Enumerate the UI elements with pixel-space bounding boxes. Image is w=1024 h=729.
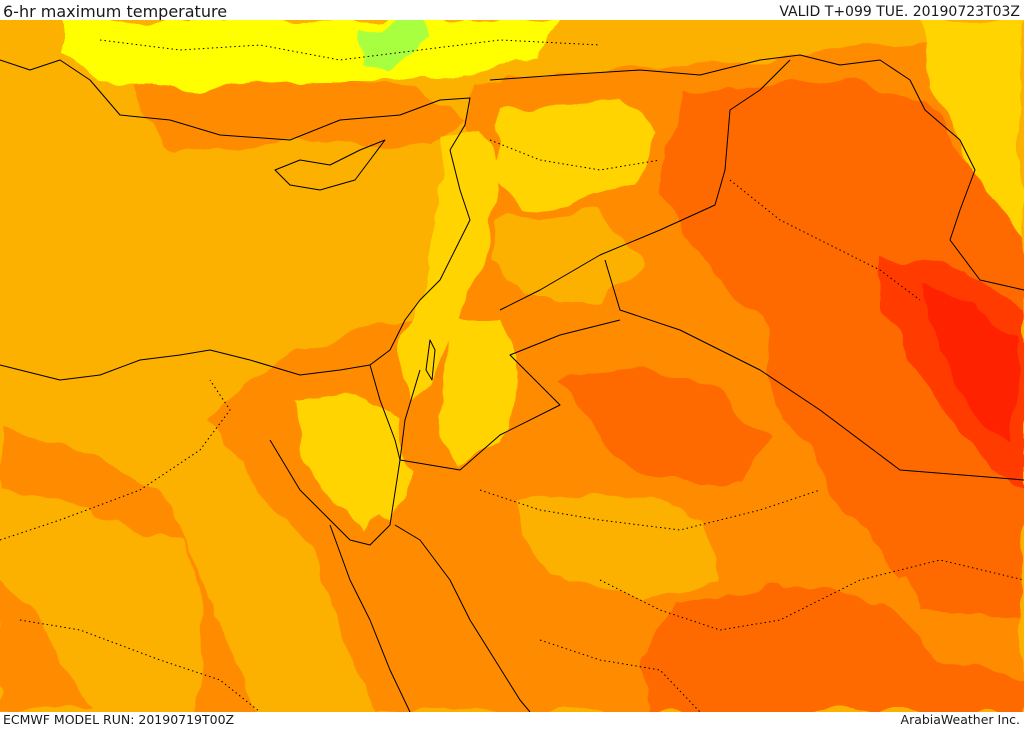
land-yellow-jordan bbox=[440, 320, 520, 470]
land-darkorange-iraq bbox=[660, 80, 1024, 580]
land-orange-turkey bbox=[130, 70, 470, 150]
land-yellow-sinai-south bbox=[340, 450, 390, 530]
coastline-levant bbox=[0, 149, 471, 381]
temperature-field bbox=[0, 20, 1024, 712]
land-red-core bbox=[920, 290, 1020, 440]
coastline-red-sea-west bbox=[329, 524, 411, 712]
internal-border-egypt bbox=[0, 379, 231, 541]
map-title: 6-hr maximum temperature bbox=[3, 2, 228, 21]
island-cyprus bbox=[274, 139, 386, 191]
temperature-map[interactable] bbox=[0, 20, 1024, 712]
map-borders bbox=[0, 54, 1024, 712]
land-amber-saudi bbox=[520, 490, 720, 600]
land-darkorange-saudi bbox=[560, 370, 770, 480]
dead-sea bbox=[425, 339, 436, 381]
border-syria-iraq-south bbox=[499, 59, 791, 311]
coastline-turkey bbox=[0, 59, 471, 151]
internal-border-saudi-3 bbox=[539, 639, 701, 712]
coastline-red-sea bbox=[269, 369, 421, 546]
land-amber-egypt bbox=[0, 490, 210, 712]
valid-time: VALID T+099 TUE. 20190723T03Z bbox=[779, 4, 1020, 20]
border-syria-iraq bbox=[489, 54, 911, 81]
border-sinai bbox=[369, 364, 401, 461]
credit-label: ArabiaWeather Inc. bbox=[900, 712, 1020, 727]
model-run-label: ECMWF MODEL RUN: 20190719T00Z bbox=[3, 712, 235, 727]
footer-bar: ECMWF MODEL RUN: 20190719T00Z ArabiaWeat… bbox=[0, 712, 1024, 729]
land-darkorange-se bbox=[880, 460, 1024, 620]
land-yellow-turkey bbox=[60, 20, 560, 90]
land-darkorange-south bbox=[640, 580, 1024, 712]
coastline-red-sea-east bbox=[394, 524, 531, 712]
land-yellow-ne bbox=[920, 20, 1024, 240]
internal-border-saudi-1 bbox=[479, 489, 821, 531]
land-yellow-syria bbox=[490, 100, 660, 210]
header-bar: 6-hr maximum temperature VALID T+099 TUE… bbox=[0, 0, 1024, 20]
internal-borders bbox=[0, 39, 1024, 712]
internal-border-syria bbox=[489, 139, 661, 171]
land-amber-jordan bbox=[490, 210, 640, 300]
land-yellow-levant bbox=[400, 130, 500, 400]
temperature-map-svg bbox=[0, 20, 1024, 712]
land-green-turkey bbox=[360, 20, 430, 70]
border-iraq-saudi bbox=[604, 259, 1024, 481]
border-jordan-saudi bbox=[399, 319, 621, 471]
border-iraq-iran bbox=[909, 79, 1024, 291]
internal-border-egypt-south bbox=[19, 619, 261, 712]
internal-border-iraq bbox=[729, 179, 921, 301]
